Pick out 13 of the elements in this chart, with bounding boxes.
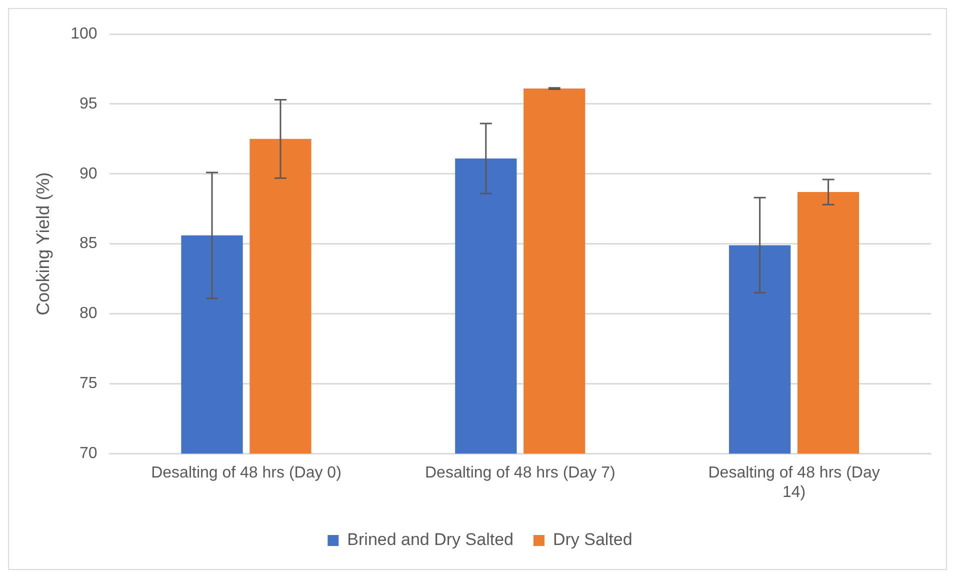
legend-label: Brined and Dry Salted: [347, 530, 514, 550]
y-tick-label: 90: [80, 165, 98, 182]
x-tick-label: Desalting of 48 hrs (Day 14): [708, 464, 880, 501]
legend-label: Dry Salted: [552, 530, 632, 550]
x-tick-label: Desalting of 48 hrs (Day 7): [424, 464, 616, 482]
x-tick-label: Desalting of 48 hrs (Day 0): [151, 464, 342, 482]
y-tick-label: 75: [80, 375, 98, 392]
y-tick-label: 100: [70, 25, 98, 42]
y-tick-label: 80: [80, 305, 98, 322]
y-tick-label: 85: [80, 235, 98, 252]
y-axis-title: Cooking Yield (%): [32, 172, 53, 316]
y-tick-label: 70: [80, 445, 98, 462]
y-tick-label: 95: [80, 95, 98, 112]
